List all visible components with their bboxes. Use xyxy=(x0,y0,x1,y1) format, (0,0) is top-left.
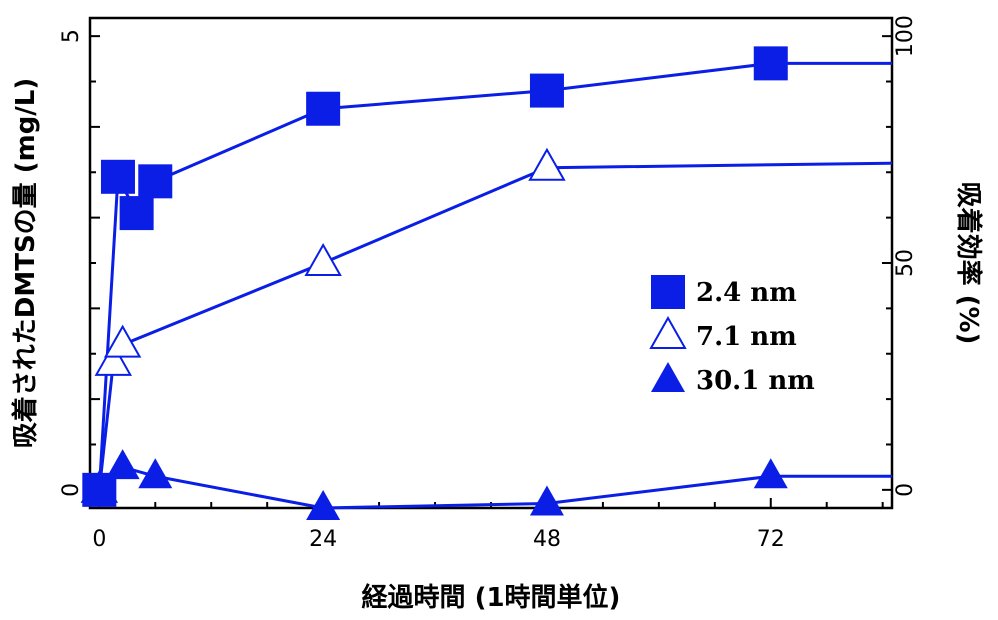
series-line xyxy=(97,161,893,491)
y2-tick-label: 50 xyxy=(893,249,918,277)
legend-marker xyxy=(651,275,685,309)
data-point xyxy=(528,147,566,181)
legend-label: 30.1 nm xyxy=(696,366,815,396)
y2-axis-title: 吸着効率 (%) xyxy=(953,182,984,345)
data-point xyxy=(82,471,117,502)
y-tick-label: 0 xyxy=(59,483,84,497)
legend: 2.4 nm 7.1 nm 30.1 nm xyxy=(649,275,815,396)
legend-marker xyxy=(649,315,687,349)
data-point xyxy=(529,485,564,516)
series-layer xyxy=(80,46,893,520)
x-axis-title: 経過時間 (1時間単位) xyxy=(362,582,621,613)
data-point xyxy=(138,164,173,199)
x-axis-ticks: 0 24 48 72 xyxy=(92,498,884,552)
data-point xyxy=(306,91,341,126)
legend-label: 7.1 nm xyxy=(696,322,797,352)
data-point xyxy=(753,458,788,489)
data-point xyxy=(306,490,341,520)
y-axis-ticks: 05 xyxy=(59,29,100,497)
y2-tick-label: 100 xyxy=(893,15,918,57)
x-tick-label: 72 xyxy=(757,527,785,552)
data-point xyxy=(138,458,173,489)
x-tick-label: 0 xyxy=(92,527,106,552)
data-point xyxy=(94,342,133,376)
data-point xyxy=(103,324,142,358)
data-point xyxy=(304,242,342,276)
series-line xyxy=(97,61,892,490)
y2-tick-label: 0 xyxy=(893,483,918,497)
plot-frame xyxy=(88,16,894,510)
y-tick-label: 5 xyxy=(59,29,84,43)
data-point xyxy=(753,46,788,81)
x-tick-label: 24 xyxy=(309,527,337,552)
data-point xyxy=(119,196,154,231)
y-axis-title: 吸着されたDMTSの量 (mg/L) xyxy=(10,78,41,449)
legend-label: 2.4 nm xyxy=(696,278,797,308)
data-point xyxy=(105,449,140,480)
x-tick-label: 48 xyxy=(533,527,561,552)
data-point xyxy=(529,73,564,108)
data-point xyxy=(100,159,135,194)
y2-axis-ticks: 0 50 100 xyxy=(882,15,918,497)
legend-marker xyxy=(651,362,685,392)
